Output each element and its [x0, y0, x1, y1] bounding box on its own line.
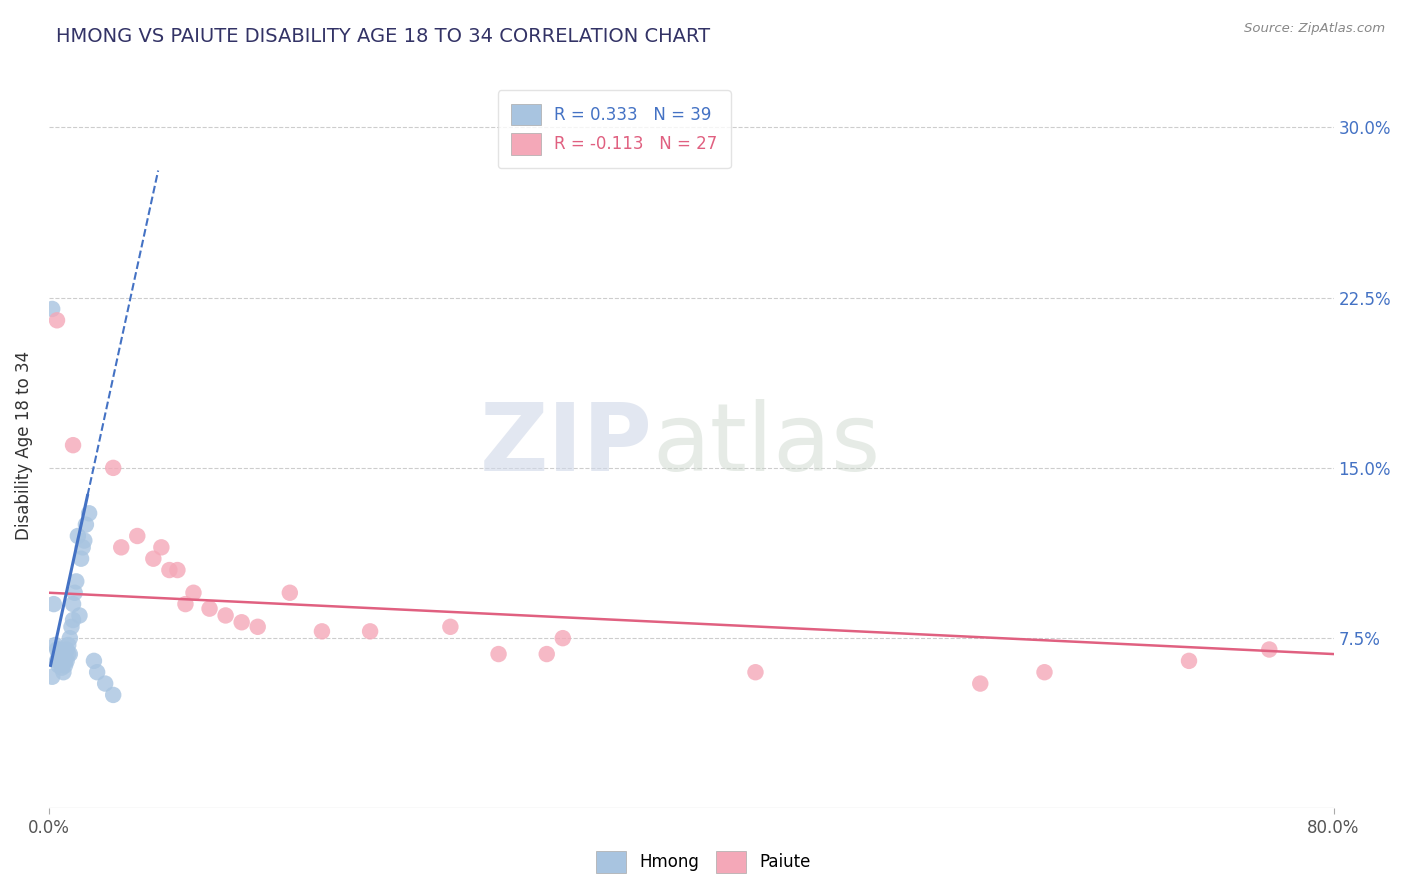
Point — [49, 654, 72, 668]
Legend: R = 0.333   N = 39, R = -0.113   N = 27: R = 0.333 N = 39, R = -0.113 N = 27 — [498, 90, 731, 168]
Point — [62, 613, 84, 627]
Point — [51, 661, 73, 675]
Y-axis label: Disability Age 18 to 34: Disability Age 18 to 34 — [15, 351, 32, 540]
Point — [48, 647, 70, 661]
Point — [48, 658, 70, 673]
Point — [551, 631, 574, 645]
Point — [52, 654, 75, 668]
Text: atlas: atlas — [652, 400, 882, 491]
Text: ZIP: ZIP — [479, 400, 652, 491]
Point — [49, 642, 72, 657]
Point — [55, 654, 77, 668]
Point — [52, 665, 75, 680]
Point — [311, 624, 333, 639]
Point — [72, 541, 94, 555]
Legend: Hmong, Paiute: Hmong, Paiute — [589, 845, 817, 880]
Point — [75, 517, 97, 532]
Point — [198, 601, 221, 615]
Point — [166, 563, 188, 577]
Point — [1258, 642, 1281, 657]
Point — [46, 313, 69, 327]
Point — [439, 620, 461, 634]
Text: Source: ZipAtlas.com: Source: ZipAtlas.com — [1244, 22, 1385, 36]
Point — [103, 461, 125, 475]
Point — [60, 620, 83, 634]
Point — [53, 654, 76, 668]
Point — [969, 676, 991, 690]
Point — [110, 541, 132, 555]
Point — [70, 551, 93, 566]
Point — [58, 638, 80, 652]
Point — [69, 608, 91, 623]
Point — [73, 533, 96, 548]
Point — [44, 638, 66, 652]
Point — [51, 647, 73, 661]
Point — [174, 597, 197, 611]
Point — [744, 665, 766, 680]
Point — [94, 676, 117, 690]
Point — [231, 615, 253, 630]
Point — [59, 631, 82, 645]
Point — [46, 642, 69, 657]
Point — [142, 551, 165, 566]
Point — [62, 597, 84, 611]
Point — [183, 586, 205, 600]
Point — [86, 665, 108, 680]
Point — [46, 654, 69, 668]
Point — [103, 688, 125, 702]
Point — [488, 647, 510, 661]
Text: HMONG VS PAIUTE DISABILITY AGE 18 TO 34 CORRELATION CHART: HMONG VS PAIUTE DISABILITY AGE 18 TO 34 … — [56, 27, 710, 45]
Point — [157, 563, 180, 577]
Point — [536, 647, 558, 661]
Point — [41, 670, 63, 684]
Point — [214, 608, 236, 623]
Point — [83, 654, 105, 668]
Point — [1033, 665, 1056, 680]
Point — [77, 506, 100, 520]
Point — [53, 647, 76, 661]
Point — [246, 620, 269, 634]
Point — [53, 658, 76, 673]
Point — [42, 597, 65, 611]
Point — [127, 529, 149, 543]
Point — [278, 586, 301, 600]
Point — [359, 624, 381, 639]
Point — [65, 574, 87, 589]
Point — [1178, 654, 1201, 668]
Point — [55, 642, 77, 657]
Point — [66, 529, 89, 543]
Point — [58, 647, 80, 661]
Point — [150, 541, 173, 555]
Point — [59, 647, 82, 661]
Point — [63, 586, 86, 600]
Point — [41, 301, 63, 316]
Point — [62, 438, 84, 452]
